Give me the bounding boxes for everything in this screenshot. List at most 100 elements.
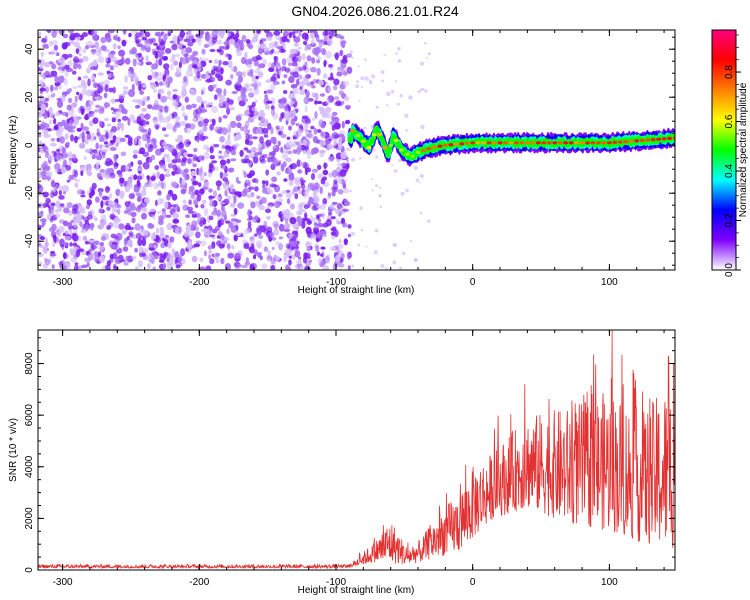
noise-blob [320,131,325,137]
noise-blob [222,61,229,66]
noise-blob [190,194,195,200]
signal-peak [535,141,541,145]
noise-blob [224,189,228,197]
noise-blob [99,144,103,149]
noise-blob [192,154,198,162]
noise-blob [115,60,123,65]
noise-blob [320,246,326,250]
colorbar: 0.0 0.2 0.4 0.6 0.8 Normalized spectral ampl… [711,29,749,277]
noise-blob [124,75,128,83]
noise-blob [248,246,255,254]
noise-blob [183,231,190,238]
noise-blob [231,91,238,94]
noise-blob [244,228,250,235]
noise-blob [338,90,344,96]
noise-blob [211,229,218,234]
noise-blob [155,148,162,156]
noise-blob [249,170,256,177]
noise-blob [230,149,237,156]
noise-blob [266,205,273,209]
noise-blob [199,174,205,182]
noise-blob [303,190,309,196]
noise-blob [257,243,262,249]
noise-blob [251,56,259,62]
noise-blob [38,71,43,77]
noise-blob [265,169,270,176]
noise-blob [125,222,130,227]
noise-dot [396,102,400,106]
noise-blob [185,224,192,231]
noise-blob [320,253,324,257]
noise-blob [192,163,197,168]
noise-blob [44,259,51,266]
noise-blob [155,237,162,244]
noise-blob [346,156,350,163]
noise-blob [341,253,345,259]
noise-blob [302,40,308,46]
signal-peak [612,140,618,144]
noise-blob [224,139,232,147]
noise-blob [138,182,142,189]
signal-peak [661,137,667,141]
noise-blob [39,224,44,228]
noise-blob [112,86,116,94]
noise-blob [93,82,99,89]
noise-blob [235,115,242,122]
noise-blob [275,34,281,40]
noise-blob [213,58,219,65]
noise-blob [252,136,258,140]
signal-peak [623,140,629,144]
noise-blob [275,241,280,246]
noise-dot [379,205,383,209]
noise-blob [278,242,284,251]
noise-blob [172,88,178,93]
noise-blob [228,126,232,134]
noise-blob [292,71,299,78]
noise-blob [248,92,255,98]
noise-blob [230,167,235,172]
snr-background [38,330,675,570]
noise-dot [392,260,397,265]
noise-blob [98,176,104,181]
signal-peak [568,141,574,145]
noise-blob [58,190,63,196]
noise-blob [51,264,55,269]
noise-blob [215,39,223,45]
noise-blob [69,119,73,126]
noise-blob [110,244,117,250]
noise-blob [312,226,320,234]
noise-blob [208,188,213,193]
signal-peak [601,141,607,145]
noise-blob [211,105,219,114]
noise-blob [240,87,247,94]
noise-blob [119,190,125,198]
signal-peak [393,138,399,142]
noise-blob [158,58,163,66]
noise-blob [286,38,290,43]
signal-peak [371,133,377,137]
spectrogram-frame [37,29,676,271]
noise-blob [223,237,230,242]
noise-blob [298,32,302,37]
noise-blob [261,263,268,269]
noise-blob [138,260,143,268]
noise-blob [209,258,215,265]
noise-blob [59,56,66,64]
noise-blob [248,186,255,190]
noise-blob [130,205,137,211]
noise-blob [53,125,59,131]
noise-dot [359,157,362,160]
noise-blob [275,125,280,130]
signal-peak [590,141,596,145]
noise-blob [284,67,291,73]
noise-blob [198,129,204,135]
noise-dot [386,104,389,107]
noise-blob [282,90,288,94]
noise-blob [82,126,90,131]
noise-blob [227,133,231,141]
noise-blob [57,225,65,233]
noise-blob [272,81,280,85]
noise-blob [158,37,162,44]
noise-blob [94,217,98,222]
noise-blob [177,151,182,159]
